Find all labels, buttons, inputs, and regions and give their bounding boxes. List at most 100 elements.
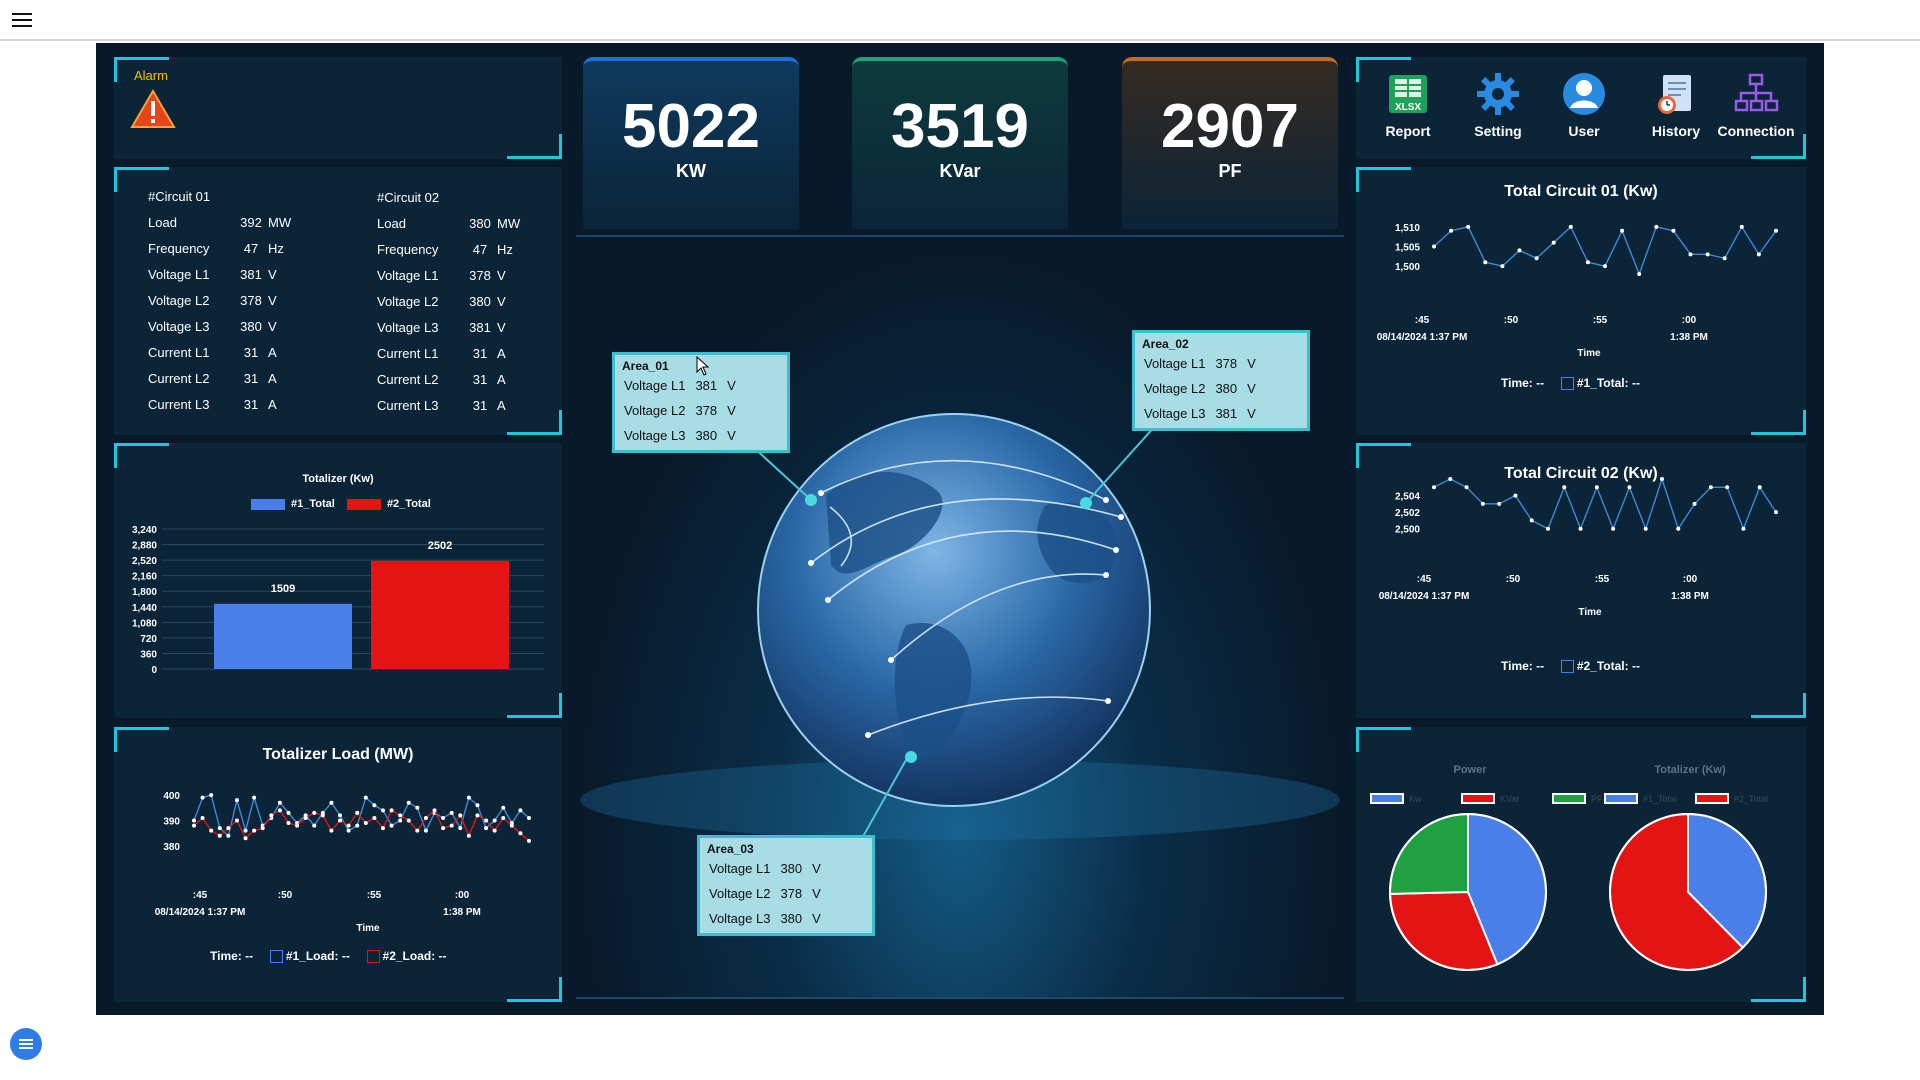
data-point <box>217 826 222 831</box>
circuit-02-unit: V <box>497 293 506 309</box>
circuit-02-row: Voltage L3 381 V <box>377 314 527 340</box>
y-tick-label: 1,500 <box>1395 262 1420 273</box>
x-tick-label: :55 <box>1593 315 1608 326</box>
data-point <box>312 810 317 815</box>
area-03-box[interactable]: Area_03 Voltage L1 380 V Voltage L2 378 V Volt… <box>697 835 875 936</box>
data-point <box>338 813 343 818</box>
load1-checkbox[interactable] <box>269 950 283 964</box>
data-point <box>1692 501 1697 506</box>
data-point <box>372 803 377 808</box>
total1-checkbox[interactable] <box>1560 377 1574 391</box>
data-point <box>355 823 360 828</box>
circuit-01-row: Voltage L1 381 V <box>148 261 298 287</box>
report-button[interactable]: XLSX Report <box>1368 71 1448 139</box>
user-label: User <box>1568 123 1600 139</box>
load1-value: -- <box>341 949 350 963</box>
excel-report-icon: XLSX <box>1389 75 1427 113</box>
data-point <box>1756 252 1761 257</box>
pie-legend-swatch <box>1697 795 1727 802</box>
area-01-unit: V <box>727 378 736 393</box>
data-point <box>458 813 463 818</box>
area-02-row: Voltage L1 378 V <box>1144 351 1266 376</box>
data-point <box>1578 526 1583 531</box>
legend-label-2: #2_Total <box>386 498 431 510</box>
y-tick-label: 720 <box>140 634 157 645</box>
connection-button[interactable]: Connection <box>1716 71 1796 139</box>
circuit-02-unit: Hz <box>497 241 513 257</box>
pie-legend-label: PF <box>1591 794 1603 804</box>
total2-checkbox[interactable] <box>1560 660 1574 674</box>
area-03-unit: V <box>812 886 821 901</box>
circuit-01-unit: Hz <box>268 240 284 256</box>
area-03-value: 380 <box>780 861 803 876</box>
data-point <box>1774 510 1778 515</box>
circuit-01-label: Load <box>148 214 177 230</box>
x-tick-label: :45 <box>193 890 208 901</box>
x-tick-sublabel: 1:38 PM <box>1671 591 1709 602</box>
data-point <box>1562 485 1567 490</box>
pie-outline <box>1389 813 1547 971</box>
data-point <box>1466 224 1471 229</box>
data-point <box>475 813 480 818</box>
circuit-01-value: 31 <box>243 396 259 412</box>
area-01-label: Voltage L1 <box>624 378 686 393</box>
y-tick-label: 0 <box>151 665 157 676</box>
area-01-label: Voltage L3 <box>624 428 686 443</box>
dashboard: Alarm #Circuit 01 Load 392 MW Frequency 47 Hz… <box>96 43 1824 1015</box>
x-tick-label: :50 <box>278 890 293 901</box>
circuit-data-panel: #Circuit 01 Load 392 MW Frequency 47 Hz Voltag… <box>114 167 562 435</box>
circuit-01-label: Voltage L2 <box>148 292 210 308</box>
data-point <box>1546 526 1550 531</box>
time-value: -- <box>1536 659 1545 673</box>
history-button[interactable]: History <box>1636 71 1716 139</box>
load2-checkbox[interactable] <box>366 950 380 964</box>
series-line-1 <box>193 794 530 838</box>
circuit-02-label: Frequency <box>377 241 439 257</box>
warning-triangle-icon[interactable] <box>130 89 176 129</box>
data-point <box>1568 224 1573 229</box>
circuit-01-value: 31 <box>243 370 259 386</box>
circuit-01-row: Current L2 31 A <box>148 365 298 391</box>
hamburger-icon[interactable] <box>12 13 32 29</box>
kpi-kvar-unit: KVar <box>939 161 981 181</box>
totalizer-load-footer: Time: -- #1_Load: -- #2_Load: -- <box>210 949 447 964</box>
data-point <box>234 798 239 803</box>
circuit-02-label: Voltage L1 <box>377 267 439 283</box>
mouse-cursor-icon <box>696 356 710 376</box>
data-point <box>363 821 368 826</box>
chat-menu-button[interactable] <box>10 1028 42 1060</box>
circuit-01-row: Voltage L2 378 V <box>148 287 298 313</box>
data-point <box>1620 228 1625 233</box>
setting-button[interactable]: Setting <box>1458 71 1538 139</box>
user-button[interactable]: User <box>1544 71 1624 139</box>
data-point <box>1637 272 1642 276</box>
alarm-panel: Alarm <box>114 57 562 159</box>
x-tick-sublabel: 1:38 PM <box>443 907 481 918</box>
area-03-title: Area_03 <box>707 842 754 856</box>
data-point <box>277 800 282 805</box>
network-connection-icon <box>1734 73 1779 112</box>
kpi-kvar-value: 3519 <box>891 92 1029 161</box>
time-value: -- <box>245 949 254 963</box>
circuit-02-row: Current L1 31 A <box>377 340 527 366</box>
kpi-kw-unit: KW <box>676 161 706 181</box>
data-point <box>1534 256 1539 261</box>
data-point <box>509 823 514 828</box>
circuit-02-value: 31 <box>472 345 488 361</box>
data-point <box>398 813 403 818</box>
circuit-02-unit: V <box>497 267 506 283</box>
y-tick-label: 390 <box>163 817 180 828</box>
data-point <box>226 833 231 838</box>
circuit-02-unit: MW <box>497 215 521 231</box>
xlsx-text: XLSX <box>1395 102 1421 113</box>
area-02-title: Area_02 <box>1142 337 1189 351</box>
globe-graphic <box>580 413 1340 850</box>
data-point <box>338 818 343 823</box>
circuit-01-unit: A <box>268 370 277 386</box>
pie-charts-panel: Power Kw KVar PF Totalizer (Kw) #1_Total #2_To… <box>1356 727 1806 1002</box>
circuit-01-value: 47 <box>243 240 259 256</box>
circuit-02-row: Current L3 31 A <box>377 392 527 418</box>
area-02-box[interactable]: Area_02 Voltage L1 378 V Voltage L2 380 V Volt… <box>1132 330 1310 431</box>
x-tick-label: :50 <box>1504 315 1519 326</box>
data-point <box>415 805 420 810</box>
